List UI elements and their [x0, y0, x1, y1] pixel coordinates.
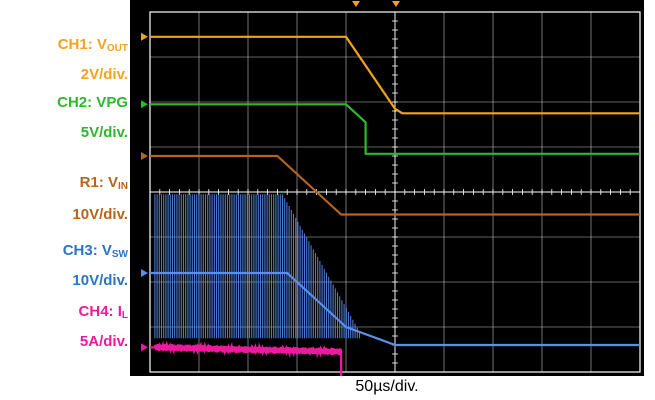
ch1-trace: [150, 35, 640, 115]
ch2-label: CH2: VPG: [57, 94, 128, 111]
ch3-switching: [154, 194, 361, 339]
ch3-marker: [141, 269, 148, 277]
trigger-position-marker: [392, 1, 400, 7]
r1-scale: 10V/div.: [72, 206, 128, 223]
ch3-scale: 10V/div.: [72, 272, 128, 289]
ch2-scale: 5V/div.: [80, 124, 128, 141]
ch3-label: CH3: VSW: [62, 242, 128, 260]
traces: [149, 35, 640, 376]
markers: [141, 1, 400, 352]
ch2-trace: [150, 103, 640, 155]
ch3-trace: [150, 271, 640, 347]
ch4-trace: [149, 346, 343, 376]
ch1-label: CH1: VOUT: [57, 36, 128, 54]
ch4-label: CH4: IL: [78, 303, 128, 321]
ch1-marker: [141, 32, 148, 41]
oscilloscope-screen: [130, 0, 644, 376]
x-axis-label: 50µs/div.: [355, 378, 419, 395]
screen-background: [130, 0, 644, 376]
ch4-marker: [141, 343, 148, 352]
r1-marker: [141, 152, 148, 160]
ch1-scale: 2V/div.: [80, 66, 128, 83]
r1-trace: [150, 154, 640, 216]
ch2-marker: [141, 100, 148, 109]
ch4-scale: 5A/div.: [79, 333, 128, 350]
trigger-marker: [352, 1, 360, 7]
r1-label: R1: VIN: [79, 174, 128, 192]
